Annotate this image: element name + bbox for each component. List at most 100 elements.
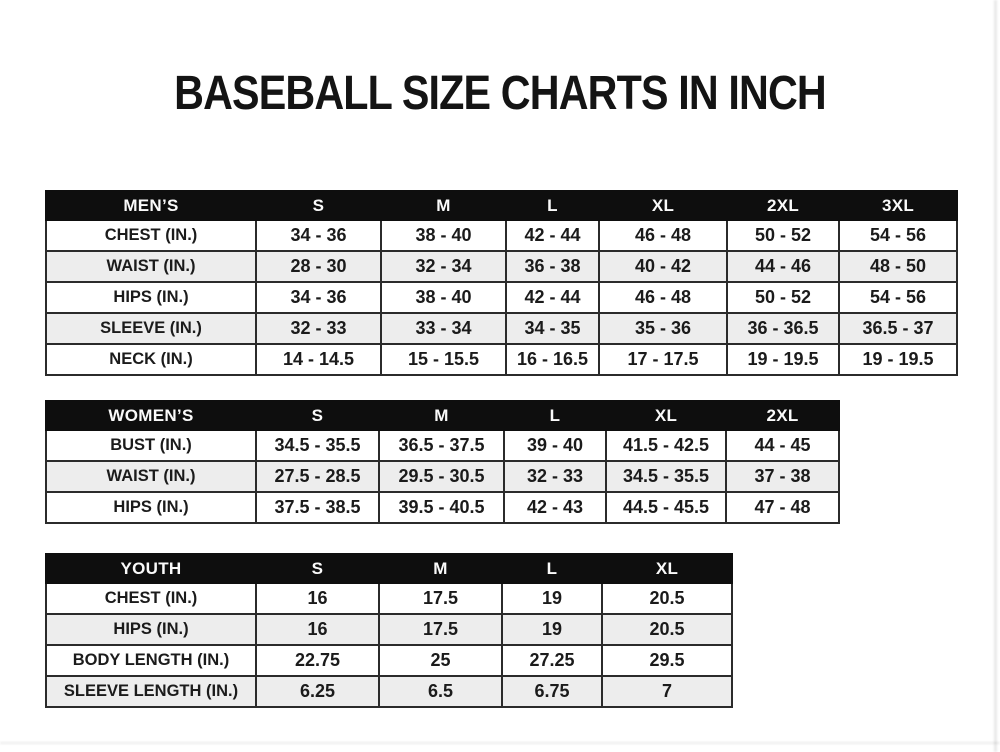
column-header-cell: S xyxy=(255,190,382,221)
column-header-cell: S xyxy=(255,400,380,431)
size-value-cell: 16 - 16.5 xyxy=(505,343,600,376)
table-row: CHEST (IN.) 16 17.5 19 20.5 xyxy=(45,582,733,615)
size-value-cell: 36 - 36.5 xyxy=(726,312,840,345)
size-value-cell: 34 - 36 xyxy=(255,219,382,252)
column-header-cell: XL xyxy=(605,400,727,431)
table-header-row: MEN’S S M L XL 2XL 3XL xyxy=(45,190,958,221)
size-value-cell: 20.5 xyxy=(601,613,733,646)
size-value-cell: 6.5 xyxy=(378,675,503,708)
column-header-cell: S xyxy=(255,553,380,584)
row-label-cell: NECK (IN.) xyxy=(45,343,257,376)
size-value-cell: 32 - 33 xyxy=(255,312,382,345)
column-header-cell: 3XL xyxy=(838,190,958,221)
size-value-cell: 19 - 19.5 xyxy=(726,343,840,376)
size-value-cell: 37 - 38 xyxy=(725,460,840,493)
page-title: BASEBALL SIZE CHARTS IN INCH xyxy=(174,67,827,120)
size-value-cell: 40 - 42 xyxy=(598,250,728,283)
size-value-cell: 44 - 45 xyxy=(725,429,840,462)
size-value-cell: 50 - 52 xyxy=(726,219,840,252)
size-value-cell: 47 - 48 xyxy=(725,491,840,524)
size-value-cell: 42 - 44 xyxy=(505,219,600,252)
column-header-cell: XL xyxy=(598,190,728,221)
table-row: SLEEVE LENGTH (IN.) 6.25 6.5 6.75 7 xyxy=(45,675,733,708)
scan-artifact-right-edge xyxy=(994,0,997,752)
size-value-cell: 54 - 56 xyxy=(838,219,958,252)
size-table-womens: WOMEN’S S M L XL 2XL BUST (IN.) 34.5 - 35.5 36.5… xyxy=(45,400,840,524)
size-value-cell: 20.5 xyxy=(601,582,733,615)
size-value-cell: 46 - 48 xyxy=(598,219,728,252)
table-row: BUST (IN.) 34.5 - 35.5 36.5 - 37.5 39 - 40 4… xyxy=(45,429,840,462)
column-header-cell: 2XL xyxy=(725,400,840,431)
size-value-cell: 19 xyxy=(501,613,603,646)
size-value-cell: 6.75 xyxy=(501,675,603,708)
size-value-cell: 32 - 34 xyxy=(380,250,507,283)
row-label-cell: HIPS (IN.) xyxy=(45,613,257,646)
size-value-cell: 22.75 xyxy=(255,644,380,677)
row-label-cell: CHEST (IN.) xyxy=(45,219,257,252)
row-label-cell: SLEEVE LENGTH (IN.) xyxy=(45,675,257,708)
row-label-cell: SLEEVE (IN.) xyxy=(45,312,257,345)
size-value-cell: 42 - 44 xyxy=(505,281,600,314)
size-value-cell: 27.25 xyxy=(501,644,603,677)
size-value-cell: 42 - 43 xyxy=(503,491,607,524)
column-header-cell: XL xyxy=(601,553,733,584)
column-header-cell: M xyxy=(378,553,503,584)
size-value-cell: 50 - 52 xyxy=(726,281,840,314)
size-value-cell: 16 xyxy=(255,582,380,615)
row-label-cell: BODY LENGTH (IN.) xyxy=(45,644,257,677)
column-header-cell: M xyxy=(380,190,507,221)
size-value-cell: 34.5 - 35.5 xyxy=(255,429,380,462)
size-value-cell: 17.5 xyxy=(378,613,503,646)
size-value-cell: 19 xyxy=(501,582,603,615)
table-row: HIPS (IN.) 37.5 - 38.5 39.5 - 40.5 42 - 43 4… xyxy=(45,491,840,524)
row-label-cell: WAIST (IN.) xyxy=(45,460,257,493)
table-row: BODY LENGTH (IN.) 22.75 25 27.25 29.5 xyxy=(45,644,733,677)
size-value-cell: 54 - 56 xyxy=(838,281,958,314)
table-row: HIPS (IN.) 34 - 36 38 - 40 42 - 44 46 - 48 50… xyxy=(45,281,958,314)
table-title-cell: WOMEN’S xyxy=(45,400,257,431)
column-header-cell: 2XL xyxy=(726,190,840,221)
size-value-cell: 19 - 19.5 xyxy=(838,343,958,376)
size-value-cell: 35 - 36 xyxy=(598,312,728,345)
size-table-youth: YOUTH S M L XL CHEST (IN.) 16 17.5 19 20.5 HIPS (I… xyxy=(45,553,733,708)
size-value-cell: 17 - 17.5 xyxy=(598,343,728,376)
scan-artifact-bottom-edge xyxy=(0,742,1000,744)
size-value-cell: 7 xyxy=(601,675,733,708)
table-row: WAIST (IN.) 27.5 - 28.5 29.5 - 30.5 32 - 33… xyxy=(45,460,840,493)
table-row: CHEST (IN.) 34 - 36 38 - 40 42 - 44 46 - 48 5… xyxy=(45,219,958,252)
size-value-cell: 28 - 30 xyxy=(255,250,382,283)
size-value-cell: 17.5 xyxy=(378,582,503,615)
size-value-cell: 14 - 14.5 xyxy=(255,343,382,376)
row-label-cell: CHEST (IN.) xyxy=(45,582,257,615)
size-value-cell: 36 - 38 xyxy=(505,250,600,283)
column-header-cell: M xyxy=(378,400,505,431)
size-value-cell: 34.5 - 35.5 xyxy=(605,460,727,493)
size-value-cell: 38 - 40 xyxy=(380,281,507,314)
size-value-cell: 16 xyxy=(255,613,380,646)
size-value-cell: 48 - 50 xyxy=(838,250,958,283)
size-value-cell: 36.5 - 37 xyxy=(838,312,958,345)
table-title-cell: MEN’S xyxy=(45,190,257,221)
size-value-cell: 36.5 - 37.5 xyxy=(378,429,505,462)
column-header-cell: L xyxy=(503,400,607,431)
size-value-cell: 6.25 xyxy=(255,675,380,708)
size-value-cell: 44 - 46 xyxy=(726,250,840,283)
size-value-cell: 29.5 xyxy=(601,644,733,677)
row-label-cell: HIPS (IN.) xyxy=(45,491,257,524)
size-value-cell: 34 - 36 xyxy=(255,281,382,314)
size-table-mens: MEN’S S M L XL 2XL 3XL CHEST (IN.) 34 - 36 38 - 4… xyxy=(45,190,958,376)
size-value-cell: 34 - 35 xyxy=(505,312,600,345)
row-label-cell: BUST (IN.) xyxy=(45,429,257,462)
size-value-cell: 46 - 48 xyxy=(598,281,728,314)
row-label-cell: WAIST (IN.) xyxy=(45,250,257,283)
table-title-cell: YOUTH xyxy=(45,553,257,584)
table-row: HIPS (IN.) 16 17.5 19 20.5 xyxy=(45,613,733,646)
table-header-row: WOMEN’S S M L XL 2XL xyxy=(45,400,840,431)
size-value-cell: 29.5 - 30.5 xyxy=(378,460,505,493)
size-value-cell: 32 - 33 xyxy=(503,460,607,493)
size-value-cell: 33 - 34 xyxy=(380,312,507,345)
size-value-cell: 38 - 40 xyxy=(380,219,507,252)
table-row: WAIST (IN.) 28 - 30 32 - 34 36 - 38 40 - 42 4… xyxy=(45,250,958,283)
table-row: NECK (IN.) 14 - 14.5 15 - 15.5 16 - 16.5 17 … xyxy=(45,343,958,376)
